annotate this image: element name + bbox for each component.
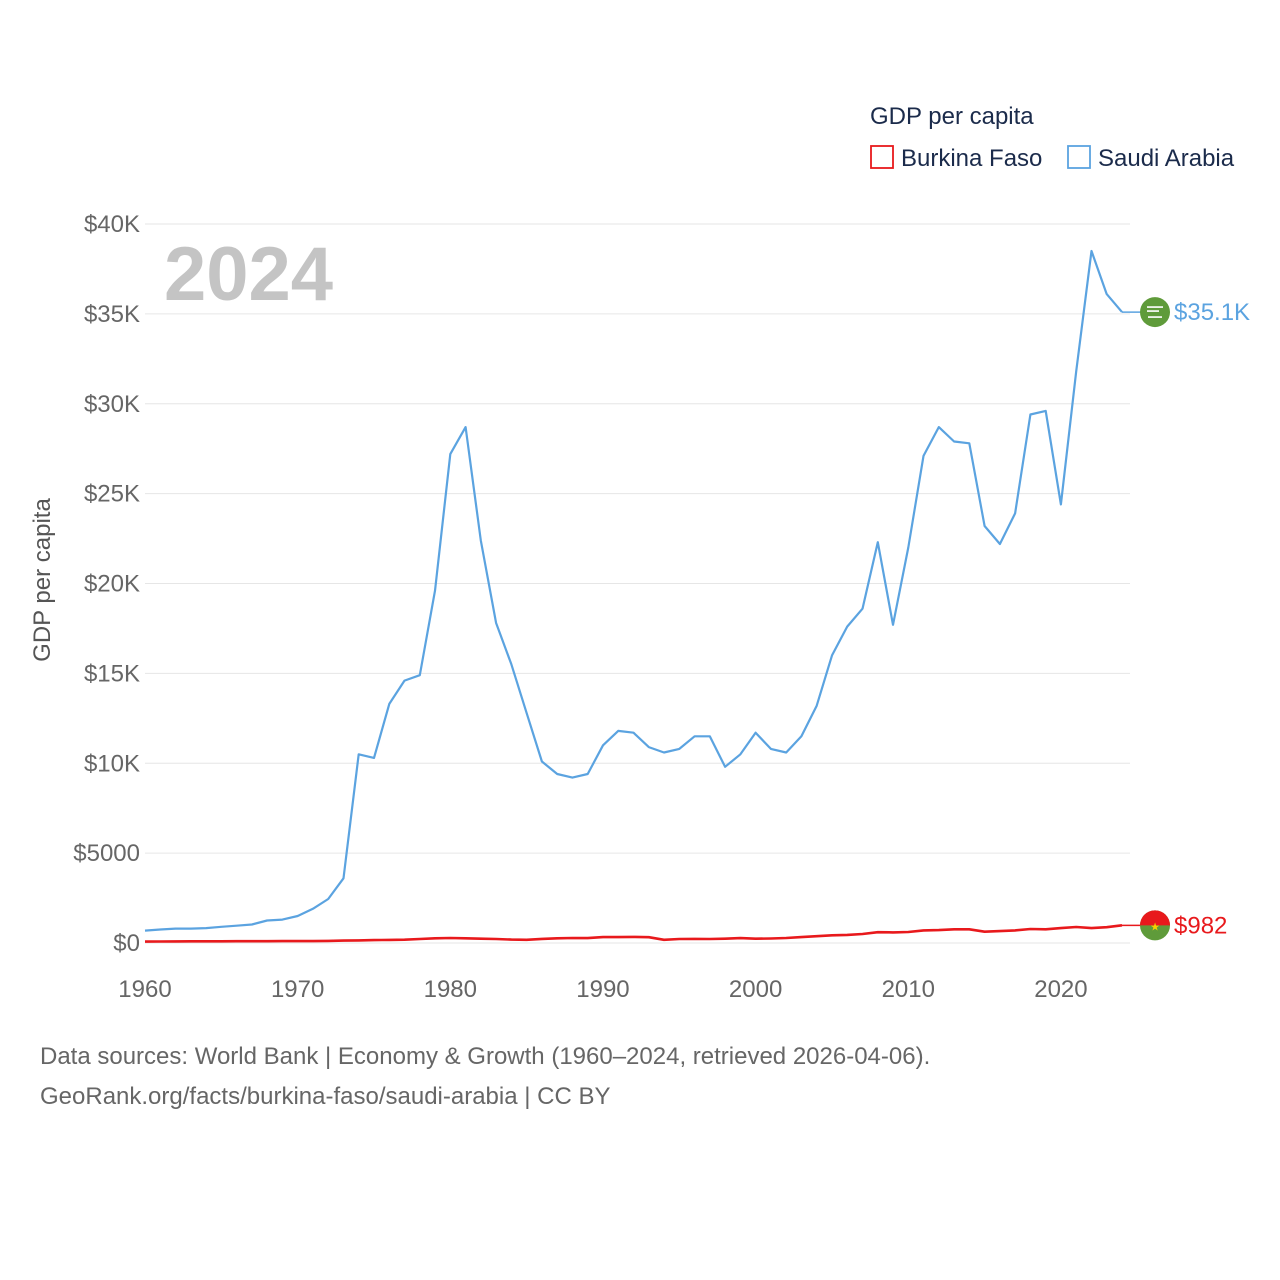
- burkina-faso-end-label: $982: [1174, 912, 1227, 939]
- x-tick-label: 2000: [729, 976, 782, 1003]
- y-tick-label: $20K: [84, 571, 140, 598]
- y-tick-label: $10K: [84, 750, 140, 777]
- y-tick-label: $5000: [73, 840, 140, 867]
- footer-source-line: Data sources: World Bank | Economy & Gro…: [40, 1043, 931, 1070]
- gdp-line-chart: $0 $5000 $10K $15K $20K $25K $30K $35K $40K 1960…: [29, 103, 1250, 1003]
- svg-text:★: ★: [1150, 920, 1160, 933]
- x-tick-label: 1970: [271, 976, 324, 1003]
- saudi-arabia-flag-icon: [1140, 297, 1170, 328]
- x-tick-label: 1980: [424, 976, 477, 1003]
- legend-title: GDP per capita: [870, 103, 1034, 130]
- y-tick-label: $0: [113, 930, 140, 957]
- x-tick-label: 2020: [1034, 976, 1087, 1003]
- x-axis-ticks: 1960 1970 1980 1990 2000 2010 2020: [118, 976, 1087, 1003]
- legend-swatch: [870, 145, 894, 169]
- series-lines: [144, 249, 1123, 943]
- grid-lines: [145, 223, 1130, 944]
- end-labels: ★ $982 $35.1K: [1122, 297, 1250, 941]
- y-tick-label: $40K: [84, 211, 140, 238]
- x-tick-label: 1960: [118, 976, 171, 1003]
- saudi-arabia-line[interactable]: [144, 249, 1123, 932]
- legend-label: Saudi Arabia: [1098, 145, 1235, 172]
- saudi-arabia-end-label: $35.1K: [1174, 299, 1250, 326]
- x-tick-label: 1990: [576, 976, 629, 1003]
- x-tick-label: 2010: [882, 976, 935, 1003]
- legend-label: Burkina Faso: [901, 145, 1042, 172]
- y-tick-label: $35K: [84, 301, 140, 328]
- y-tick-label: $25K: [84, 481, 140, 508]
- y-tick-label: $15K: [84, 660, 140, 687]
- year-label: 2024: [164, 232, 333, 317]
- y-axis-title: GDP per capita: [29, 498, 56, 662]
- y-tick-label: $30K: [84, 391, 140, 418]
- footer-link-line[interactable]: GeoRank.org/facts/burkina-faso/saudi-ara…: [40, 1083, 611, 1110]
- legend-item-saudi-arabia[interactable]: Saudi Arabia: [1067, 145, 1235, 172]
- legend-item-burkina-faso[interactable]: Burkina Faso: [870, 145, 1042, 172]
- y-axis-ticks: $0 $5000 $10K $15K $20K $25K $30K $35K $40K: [73, 211, 140, 957]
- legend-swatch: [1067, 145, 1091, 169]
- legend[interactable]: GDP per capita Burkina Faso Saudi Arabia: [870, 103, 1235, 172]
- burkina-faso-flag-icon: ★: [1140, 910, 1170, 941]
- burkina-faso-line[interactable]: [144, 924, 1123, 943]
